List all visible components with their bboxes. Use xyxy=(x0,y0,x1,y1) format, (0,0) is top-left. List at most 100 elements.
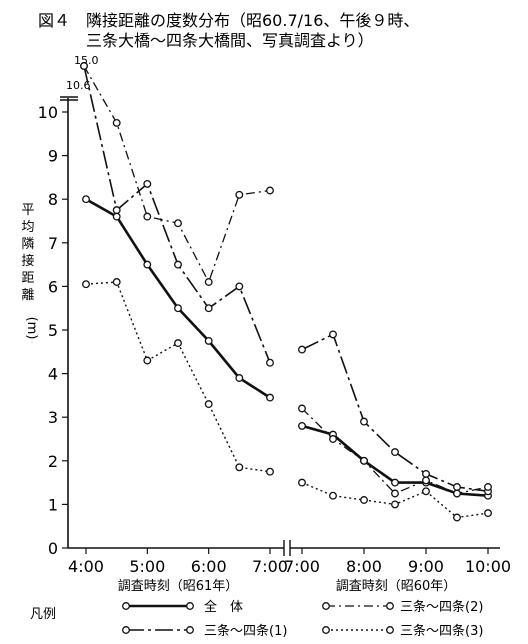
data-point-s2 xyxy=(484,483,492,491)
y-axis-label-char: 離 xyxy=(21,288,34,303)
data-point-s2 xyxy=(298,404,306,413)
y-axis-unit: (m) xyxy=(24,317,39,340)
data-point-s1 xyxy=(298,345,306,354)
series-line-all xyxy=(85,198,271,399)
data-point-s3 xyxy=(235,463,244,472)
y-tick-label: 4 xyxy=(48,365,58,384)
y-tick-label: 7 xyxy=(48,234,58,253)
data-point-s3 xyxy=(329,491,337,500)
data-point-s2 xyxy=(80,62,88,70)
x-tick-label: 4:00 xyxy=(68,557,104,576)
y-axis-label-char: 隣 xyxy=(21,236,34,252)
x-tick-label: 8:00 xyxy=(346,557,382,576)
y-axis-label-char: 距 xyxy=(21,271,34,286)
data-point-s3 xyxy=(143,356,152,365)
data-point-all xyxy=(391,478,399,487)
series-line-s2 xyxy=(83,65,271,284)
y-tick-label: 8 xyxy=(48,190,58,209)
y-tick-label: 2 xyxy=(48,452,58,471)
legend-marker-s3 xyxy=(322,626,330,634)
data-point-all xyxy=(174,304,182,313)
data-point-s3 xyxy=(484,509,492,518)
data-point-s2 xyxy=(204,278,213,286)
data-point-s1 xyxy=(266,358,274,367)
data-point-s3 xyxy=(112,278,121,286)
legend-label-s3: 三条～四条(3) xyxy=(400,623,483,639)
y-axis-label-char: 接 xyxy=(21,253,34,269)
data-point-all xyxy=(266,393,274,402)
data-point-s1 xyxy=(143,179,152,188)
chart-title-line2: 三条大橋～四条大橋間、写真調査より） xyxy=(86,31,374,50)
y-tick-label: 0 xyxy=(48,539,58,558)
legend-marker-all xyxy=(186,602,194,610)
data-point-all xyxy=(204,336,213,345)
chart-title-line1: 図４ 隣接距離の度数分布（昭60.7/16、午後９時、 xyxy=(38,11,419,30)
data-point-all xyxy=(143,260,152,269)
data-point-s2 xyxy=(112,118,121,127)
y-axis-label-char: 均 xyxy=(21,220,34,235)
data-point-s3 xyxy=(360,496,368,504)
legend-heading: 凡例 xyxy=(30,607,56,622)
y-tick-label: 1 xyxy=(48,495,58,514)
break-label: 15.0 xyxy=(74,54,99,67)
data-point-s1 xyxy=(360,417,368,426)
x-axis-label-left: 調査時刻（昭61年） xyxy=(118,579,239,594)
data-point-s2 xyxy=(266,186,274,195)
data-point-s1 xyxy=(204,304,213,313)
data-point-s2 xyxy=(360,456,368,465)
data-point-all xyxy=(82,195,90,204)
x-tick-label: 6:00 xyxy=(191,557,227,576)
y-tick-label: 5 xyxy=(48,321,58,340)
legend-marker-s1 xyxy=(186,626,194,634)
data-point-s1 xyxy=(329,330,337,339)
legend-marker-s1 xyxy=(122,626,130,634)
data-point-s3 xyxy=(266,467,274,476)
data-point-s1 xyxy=(422,469,430,478)
y-axis-label-char: 平 xyxy=(21,203,34,218)
series-group xyxy=(80,62,492,522)
data-point-s1 xyxy=(453,483,461,491)
data-point-s3 xyxy=(174,339,182,348)
data-point-s3 xyxy=(82,280,90,289)
x-tick-label: 10:00 xyxy=(465,557,511,576)
data-point-all xyxy=(298,421,306,430)
data-point-s3 xyxy=(453,513,461,522)
data-point-s1 xyxy=(174,260,182,269)
data-point-s1 xyxy=(112,206,121,215)
data-point-s1 xyxy=(391,448,399,457)
data-point-s3 xyxy=(298,478,306,487)
data-point-s2 xyxy=(235,190,244,199)
data-point-s1 xyxy=(235,282,244,291)
data-point-s2 xyxy=(391,489,399,498)
legend-marker-all xyxy=(122,602,130,610)
x-tick-label: 5:00 xyxy=(129,557,165,576)
data-point-s2 xyxy=(143,212,152,221)
y-tick-label: 10 xyxy=(38,103,58,122)
x-axis-label-right: 調査時刻（昭60年） xyxy=(336,579,457,594)
legend-label-all: 全 体 xyxy=(204,599,243,615)
data-point-s2 xyxy=(329,435,337,443)
data-point-s3 xyxy=(204,400,213,409)
data-point-all xyxy=(112,212,121,221)
data-point-s2 xyxy=(453,489,461,498)
series-line-s1 xyxy=(301,333,489,493)
legend-label-s1: 三条～四条(1) xyxy=(204,623,287,639)
data-point-all xyxy=(235,374,244,382)
x-tick-label: 9:00 xyxy=(408,557,444,576)
data-point-s2 xyxy=(174,219,182,228)
legend-marker-s3 xyxy=(386,626,394,634)
chart-title: 図４ 隣接距離の度数分布（昭60.7/16、午後９時、 三条大橋～四条大橋間、写… xyxy=(38,11,419,50)
data-point-s2 xyxy=(422,476,430,485)
y-tick-label: 6 xyxy=(48,277,58,296)
data-point-s3 xyxy=(391,500,399,509)
legend-marker-s2 xyxy=(322,602,330,610)
legend: 凡例 全 体 三条～四条(2) 三条～四条(1) 三条～四条(3) xyxy=(30,599,483,639)
y-tick-label: 9 xyxy=(48,147,58,166)
legend-label-s2: 三条～四条(2) xyxy=(400,599,483,615)
x-tick-label: 7:00 xyxy=(252,557,288,576)
x-tick-label: 7:00 xyxy=(284,557,320,576)
data-point-s3 xyxy=(422,487,430,496)
break-label: 10.6 xyxy=(66,79,91,92)
